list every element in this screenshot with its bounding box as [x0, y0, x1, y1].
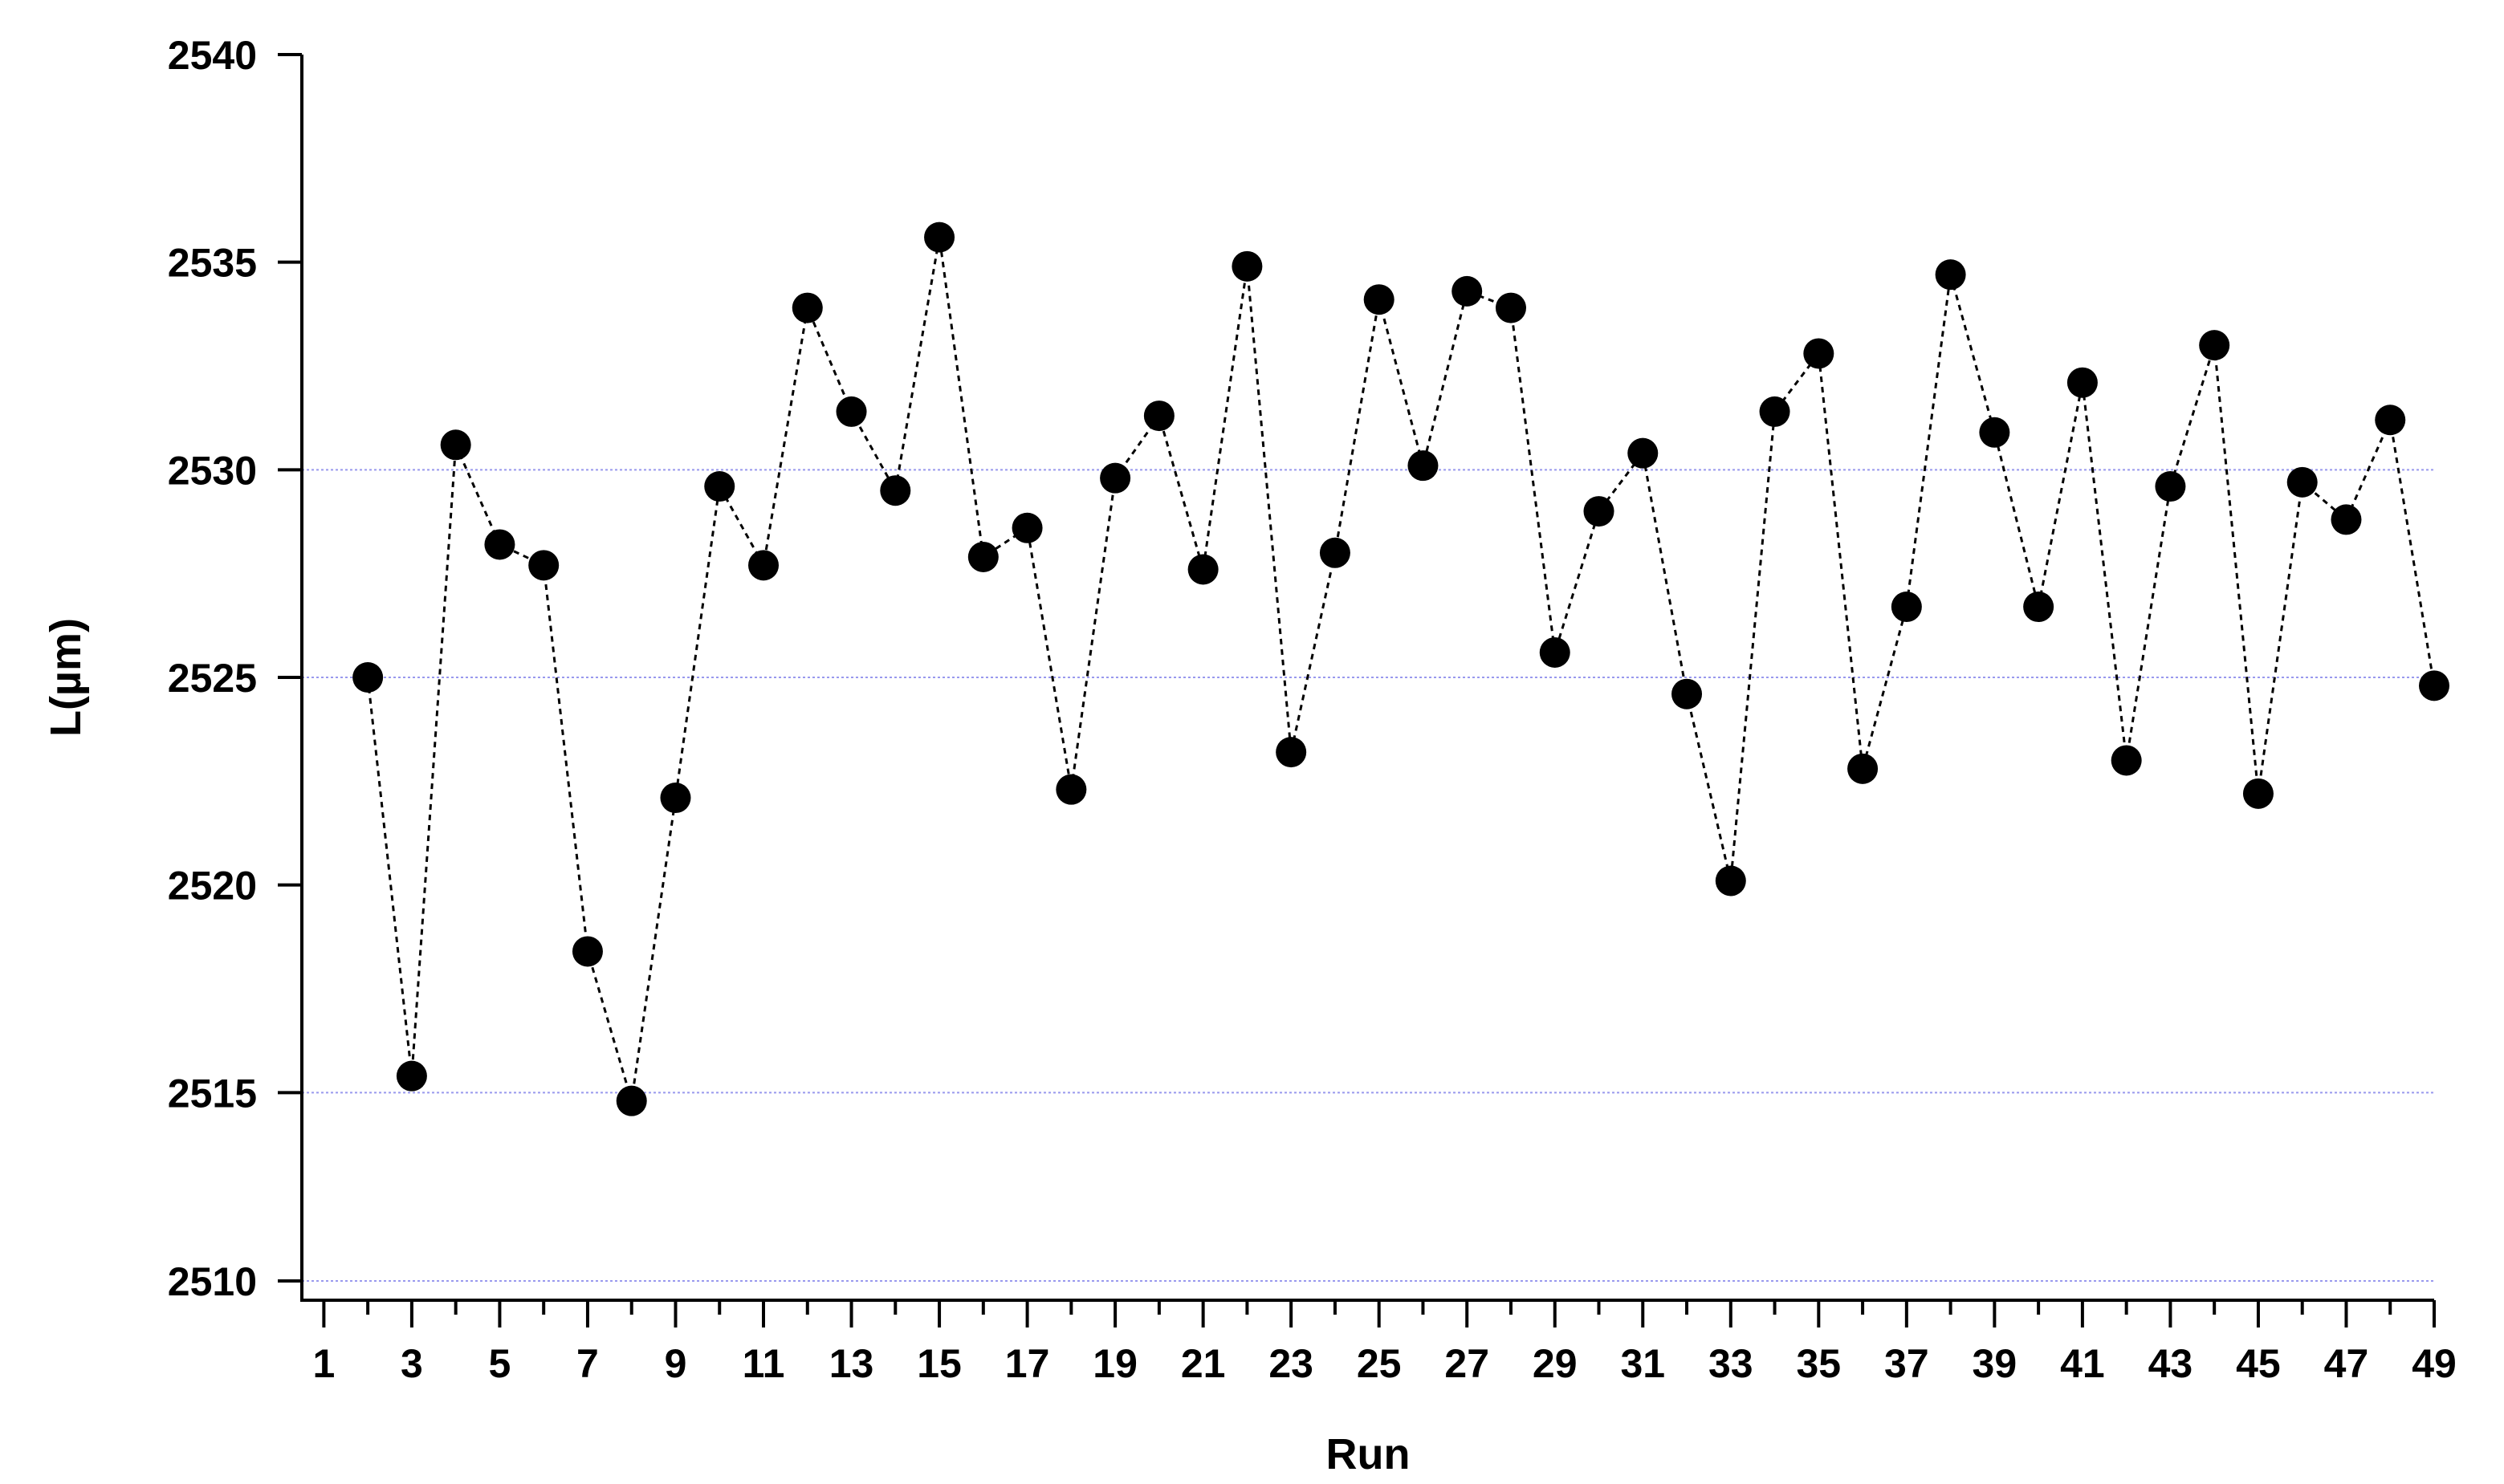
x-tick-label-19: 19 [1093, 1341, 1138, 1386]
data-point-run-29 [1539, 636, 1570, 668]
data-point-run-41 [2066, 367, 2098, 398]
data-point-run-36 [1847, 753, 1879, 784]
y-tick-label-2530: 2530 [168, 448, 257, 493]
data-point-run-22 [1232, 250, 1263, 282]
data-point-run-38 [1935, 259, 1966, 291]
x-tick-label-41: 41 [2060, 1341, 2105, 1386]
series-line [366, 237, 2436, 1102]
data-point-run-7 [572, 936, 603, 967]
x-tick-label-13: 13 [829, 1341, 874, 1386]
x-tick-label-35: 35 [1797, 1341, 1842, 1386]
data-point-run-24 [1319, 537, 1350, 568]
x-tick-label-25: 25 [1357, 1341, 1402, 1386]
y-tick-label-2525: 2525 [168, 656, 257, 701]
data-point-run-34 [1759, 396, 1790, 427]
x-tick-label-1: 1 [312, 1341, 335, 1386]
data-point-run-12 [792, 292, 823, 323]
data-point-run-44 [2199, 330, 2230, 361]
data-point-run-18 [1056, 774, 1087, 805]
data-point-run-43 [2155, 471, 2186, 502]
data-point-run-10 [704, 471, 735, 502]
data-point-run-20 [1143, 400, 1175, 432]
x-tick-label-31: 31 [1620, 1341, 1665, 1386]
y-axis-label: L(µm) [42, 618, 90, 737]
y-tick-label-2535: 2535 [168, 241, 257, 286]
x-tick-label-27: 27 [1444, 1341, 1489, 1386]
y-tick-label-2540: 2540 [168, 33, 257, 78]
data-point-run-40 [2023, 592, 2054, 623]
data-point-run-21 [1187, 554, 1219, 585]
y-tick-label-2520: 2520 [168, 864, 257, 909]
x-tick-label-3: 3 [401, 1341, 423, 1386]
x-tick-label-39: 39 [1973, 1341, 2017, 1386]
data-point-run-31 [1627, 437, 1659, 469]
data-point-run-3 [396, 1060, 427, 1092]
x-tick-label-29: 29 [1533, 1341, 1578, 1386]
data-point-run-11 [748, 550, 780, 581]
data-point-run-15 [924, 222, 955, 253]
data-point-run-48 [2375, 405, 2406, 436]
x-tick-label-11: 11 [743, 1341, 785, 1386]
data-point-run-19 [1100, 462, 1131, 494]
data-point-run-8 [616, 1085, 647, 1116]
x-tick-label-49: 49 [2412, 1341, 2457, 1386]
data-point-run-27 [1452, 275, 1483, 307]
x-tick-label-21: 21 [1181, 1341, 1226, 1386]
y-tick-label-2515: 2515 [168, 1071, 257, 1116]
y-tick-label-2510: 2510 [168, 1259, 257, 1304]
data-point-run-6 [528, 550, 560, 581]
data-point-run-46 [2286, 466, 2318, 498]
x-tick-label-43: 43 [2148, 1341, 2193, 1386]
data-point-run-42 [2111, 745, 2142, 776]
x-tick-label-7: 7 [576, 1341, 599, 1386]
data-point-run-33 [1715, 865, 1746, 896]
data-point-run-32 [1671, 678, 1703, 709]
series-run-values [352, 222, 2449, 1116]
data-point-run-25 [1363, 284, 1395, 315]
x-tick-label-9: 9 [665, 1341, 687, 1386]
data-point-run-37 [1891, 592, 1922, 623]
x-tick-label-23: 23 [1268, 1341, 1313, 1386]
x-tick-label-33: 33 [1708, 1341, 1753, 1386]
x-tick-label-5: 5 [489, 1341, 511, 1386]
data-point-run-13 [836, 396, 867, 427]
x-tick-label-47: 47 [2324, 1341, 2369, 1386]
data-point-run-39 [1979, 417, 2010, 448]
x-tick-label-45: 45 [2236, 1341, 2281, 1386]
data-point-run-4 [440, 429, 471, 461]
data-point-run-2 [352, 662, 384, 693]
data-point-run-14 [880, 475, 911, 506]
data-point-run-30 [1583, 496, 1614, 527]
data-point-run-28 [1495, 292, 1526, 323]
data-point-run-47 [2331, 504, 2362, 535]
x-tick-label-15: 15 [917, 1341, 962, 1386]
data-point-run-5 [484, 529, 515, 560]
x-axis-label: Run [1326, 1430, 1411, 1478]
data-point-run-17 [1012, 512, 1043, 543]
data-point-run-9 [660, 783, 691, 814]
horizontal-gridlines [302, 469, 2434, 1282]
x-tick-label-37: 37 [1884, 1341, 1929, 1386]
data-point-run-16 [967, 541, 999, 572]
data-point-run-45 [2242, 778, 2274, 809]
x-tick-label-17: 17 [1005, 1341, 1050, 1386]
data-point-run-23 [1276, 737, 1307, 768]
data-point-run-49 [2419, 670, 2449, 701]
data-point-run-26 [1407, 450, 1439, 482]
data-point-run-35 [1803, 338, 1834, 369]
